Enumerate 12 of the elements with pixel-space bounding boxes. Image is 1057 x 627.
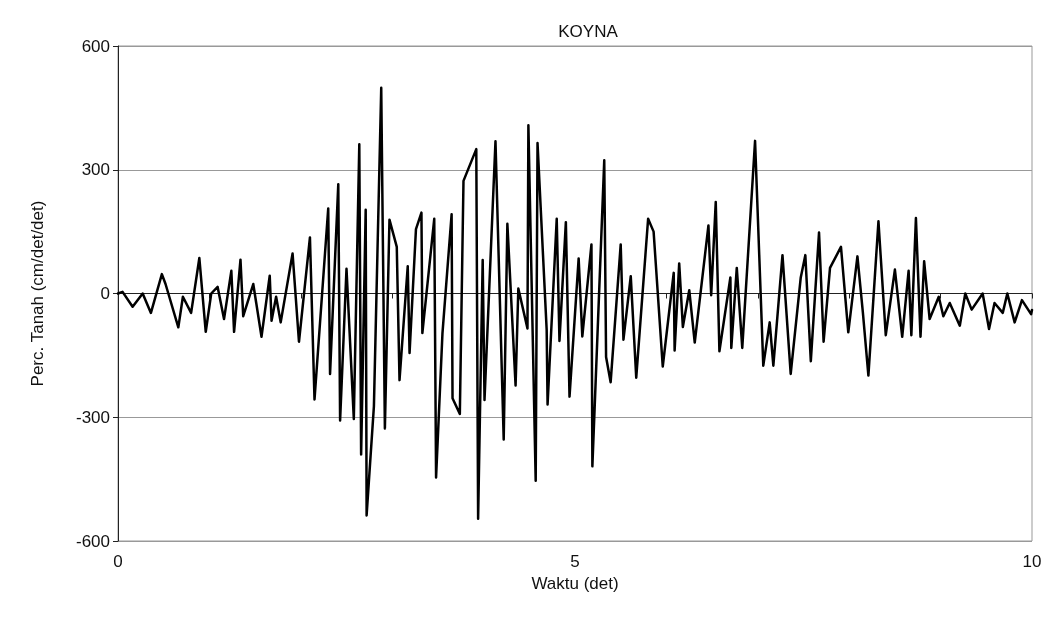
y-axis-title: Perc. Tanah (cm/det/det) bbox=[28, 200, 47, 387]
x-tick-label: 0 bbox=[113, 552, 123, 571]
y-tick-label: 300 bbox=[81, 160, 110, 180]
chart-title: KOYNA bbox=[558, 22, 619, 41]
y-tick-label: 600 bbox=[81, 36, 110, 56]
line-series bbox=[116, 86, 1034, 520]
y-tick-label: -300 bbox=[75, 407, 110, 427]
x-axis-title: Waktu (det) bbox=[531, 573, 619, 593]
y-tick-label: 0 bbox=[100, 284, 110, 303]
y-tick-label: -600 bbox=[75, 531, 110, 551]
x-tick-label: 5 bbox=[570, 552, 580, 571]
x-tick-label: 10 bbox=[1022, 552, 1042, 571]
